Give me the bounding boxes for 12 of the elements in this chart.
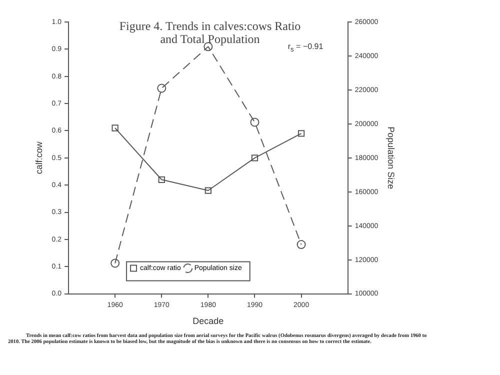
point [250,118,260,127]
point [251,154,258,162]
point [158,176,165,183]
point [298,130,305,137]
y2-axis-title: Population Size [386,126,396,190]
point [204,187,212,194]
point [296,240,306,250]
point [110,258,120,268]
y-axis-title: calf:cow [34,141,44,174]
point [112,124,118,132]
point [157,84,166,93]
x-axis-title: Decade [192,316,224,326]
